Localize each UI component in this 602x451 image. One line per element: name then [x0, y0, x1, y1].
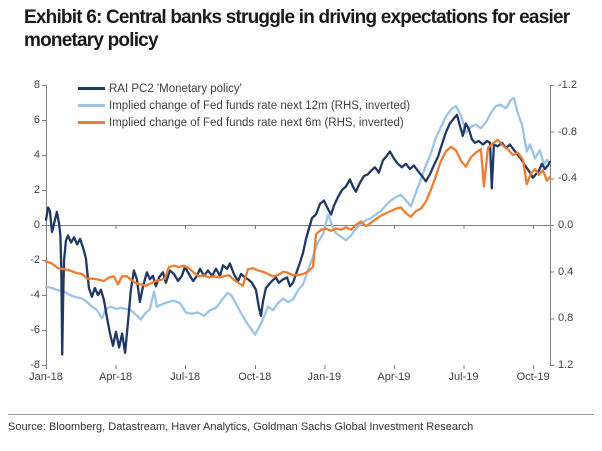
x-axis-tick-label: Oct-19 [516, 371, 550, 383]
left-axis-tick-label: 4 [33, 149, 40, 161]
left-axis-tick-label: 8 [33, 79, 40, 91]
chart-legend: RAI PC2 'Monetary policy' Implied change… [78, 80, 410, 131]
legend-label-fed-6m: Implied change of Fed funds rate next 6m… [109, 116, 404, 129]
right-axis-tick-label: -1.2 [558, 79, 577, 91]
left-axis-tick-label: -6 [30, 324, 40, 336]
series-layer [44, 96, 551, 356]
page-title: Exhibit 6: Central banks struggle in dri… [24, 6, 602, 52]
axis-layer [42, 85, 554, 369]
left-axis-tick-label: -4 [30, 289, 40, 301]
legend-item-fed-12m: Implied change of Fed funds rate next 12… [78, 97, 410, 114]
x-axis-tick-label: Apr-19 [377, 371, 411, 383]
x-axis-tick-label: Jul-18 [170, 371, 201, 383]
left-axis-tick-label: -2 [30, 254, 40, 266]
x-axis-tick-label: Apr-18 [99, 371, 133, 383]
legend-item-fed-6m: Implied change of Fed funds rate next 6m… [78, 114, 410, 131]
x-axis-tick-label: Jan-18 [29, 371, 63, 383]
x-axis-tick-label: Jan-19 [307, 371, 342, 383]
source-divider [8, 414, 594, 415]
series-line-rai-pc2-monetary-policy [44, 113, 551, 356]
left-axis-tick-label: 0 [33, 219, 40, 231]
legend-swatch-lightblue-line [78, 104, 105, 107]
left-axis-tick-label: 2 [33, 184, 40, 196]
series-line-fed-funds-12m [44, 96, 551, 336]
legend-label-fed-12m: Implied change of Fed funds rate next 12… [109, 99, 411, 112]
right-axis-tick-label: 0.0 [558, 219, 574, 231]
legend-label-rai-pc2: RAI PC2 'Monetary policy' [109, 82, 242, 95]
x-axis-tick-label: Jul-19 [448, 371, 479, 383]
legend-swatch-navy-line [78, 87, 105, 90]
right-axis-tick-label: 0.8 [558, 312, 574, 325]
legend-swatch-orange-line [78, 121, 105, 124]
left-axis-tick-label: -8 [30, 359, 40, 371]
page-title-line2: monetary policy [24, 30, 159, 51]
right-axis-tick-label: -0.8 [558, 125, 577, 138]
right-axis-tick-label: 1.2 [558, 359, 574, 371]
legend-item-rai-pc2: RAI PC2 'Monetary policy' [78, 80, 410, 97]
right-axis-tick-label: -0.4 [558, 172, 577, 185]
left-axis-tick-label: 6 [33, 114, 40, 126]
source-text: Source: Bloomberg, Datastream, Haver Ana… [8, 421, 474, 433]
right-axis-tick-label: 0.4 [558, 265, 574, 278]
series-line-fed-funds-6m [44, 138, 551, 287]
page-title-line1: Exhibit 6: Central banks struggle in dri… [24, 7, 570, 28]
x-axis-tick-label: Oct-18 [238, 371, 272, 383]
